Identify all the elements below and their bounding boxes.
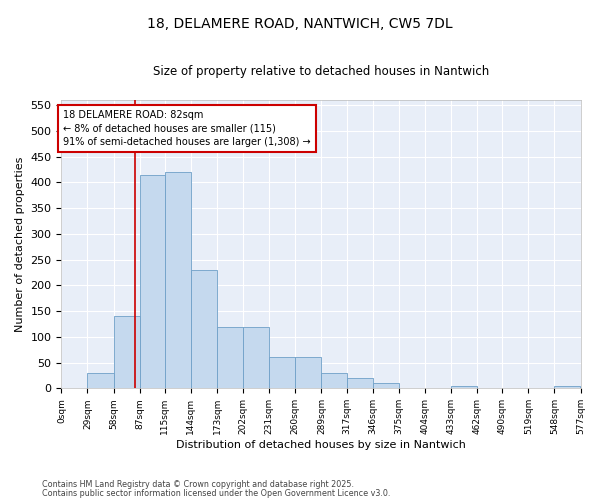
Text: 18 DELAMERE ROAD: 82sqm
← 8% of detached houses are smaller (115)
91% of semi-de: 18 DELAMERE ROAD: 82sqm ← 8% of detached… (63, 110, 311, 146)
Bar (88, 373, 113, 388)
Bar (217, 326, 243, 388)
Text: Contains public sector information licensed under the Open Government Licence v3: Contains public sector information licen… (42, 488, 391, 498)
Text: Contains HM Land Registry data © Crown copyright and database right 2025.: Contains HM Land Registry data © Crown c… (42, 480, 354, 489)
Bar (373, 383, 399, 388)
Title: Size of property relative to detached houses in Nantwich: Size of property relative to detached ho… (153, 65, 489, 78)
Bar (191, 270, 217, 388)
Bar (451, 386, 477, 388)
Bar (243, 326, 269, 388)
Bar (347, 378, 373, 388)
Bar (269, 358, 295, 388)
Y-axis label: Number of detached properties: Number of detached properties (15, 156, 25, 332)
Text: 18, DELAMERE ROAD, NANTWICH, CW5 7DL: 18, DELAMERE ROAD, NANTWICH, CW5 7DL (147, 18, 453, 32)
X-axis label: Distribution of detached houses by size in Nantwich: Distribution of detached houses by size … (176, 440, 466, 450)
Bar (322, 373, 347, 388)
Bar (140, 174, 165, 388)
Bar (165, 172, 191, 388)
Bar (295, 358, 322, 388)
Bar (113, 316, 140, 388)
Bar (554, 386, 580, 388)
